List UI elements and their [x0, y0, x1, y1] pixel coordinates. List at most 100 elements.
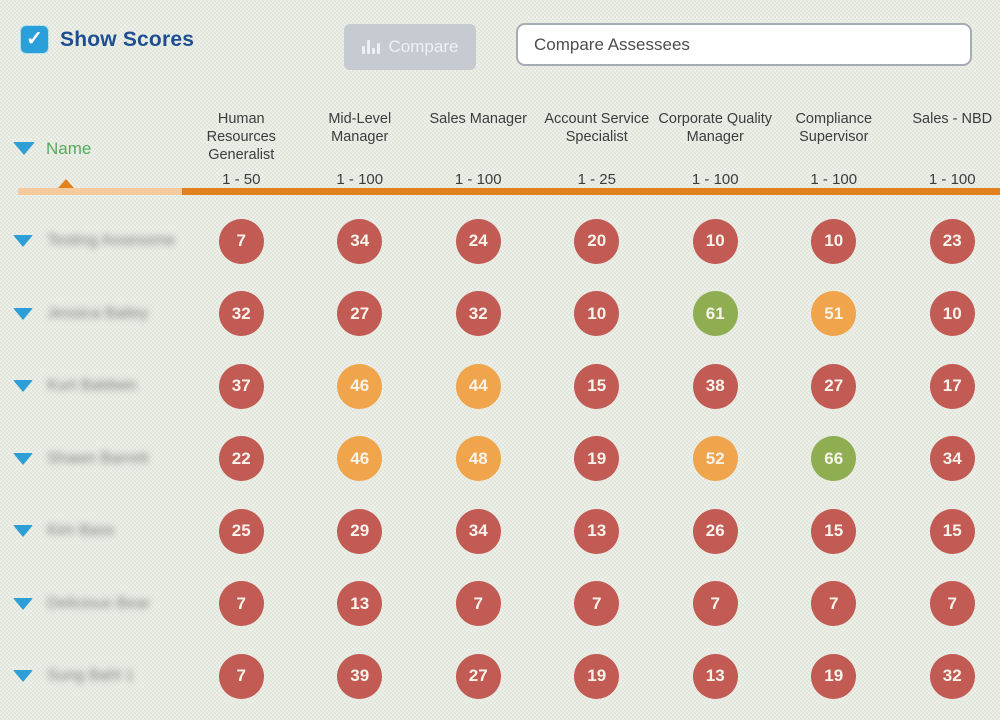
score-badge[interactable]: 61	[692, 291, 738, 337]
show-scores-checkbox[interactable]: ✓	[21, 26, 48, 53]
score-badge[interactable]: 7	[811, 581, 857, 627]
column-header[interactable]: Mid-Level Manager 1 - 100	[301, 100, 420, 188]
score-badge[interactable]: 29	[337, 508, 383, 554]
score-badge[interactable]: 37	[218, 363, 264, 409]
expand-row-arrow-icon[interactable]	[13, 235, 33, 248]
score-badge[interactable]: 19	[574, 653, 620, 699]
assessee-name-cell[interactable]: Shawn Barrett	[0, 450, 182, 468]
score-badge[interactable]: 48	[455, 436, 501, 482]
expand-row-arrow-icon[interactable]	[13, 307, 33, 320]
score-badge[interactable]: 27	[337, 291, 383, 337]
assessee-name-cell[interactable]: Sung Bahl 1	[0, 667, 182, 685]
score-badge[interactable]: 7	[929, 581, 975, 627]
score-cell: 44	[419, 363, 538, 409]
score-badge[interactable]: 23	[929, 218, 975, 264]
score-badge[interactable]: 13	[692, 653, 738, 699]
expand-row-arrow-icon[interactable]	[13, 597, 33, 610]
score-cell: 34	[419, 508, 538, 554]
score-badge[interactable]: 7	[218, 218, 264, 264]
assessee-name-cell[interactable]: Kurt Baldwin	[0, 377, 182, 395]
assessee-name-cell[interactable]: Jessica Bailey	[0, 305, 182, 323]
score-badge[interactable]: 15	[811, 508, 857, 554]
score-badge[interactable]: 52	[692, 436, 738, 482]
score-cell: 32	[893, 653, 1000, 699]
score-badge[interactable]: 13	[337, 581, 383, 627]
column-header[interactable]: Sales - NBD 1 - 100	[893, 100, 1000, 188]
score-cell: 32	[182, 291, 301, 337]
score-badge[interactable]: 44	[455, 363, 501, 409]
expand-row-arrow-icon[interactable]	[13, 525, 33, 538]
column-header[interactable]: Sales Manager 1 - 100	[419, 100, 538, 188]
score-badge[interactable]: 19	[574, 436, 620, 482]
assessee-name-cell[interactable]: Testing Assessme...	[0, 232, 182, 250]
name-header-label[interactable]: Name	[46, 139, 92, 158]
score-badge[interactable]: 46	[337, 363, 383, 409]
score-badge[interactable]: 15	[574, 363, 620, 409]
score-badge[interactable]: 10	[574, 291, 620, 337]
assessee-name-cell[interactable]: Kim Bass	[0, 522, 182, 540]
score-cell: 25	[182, 508, 301, 554]
column-label: Mid-Level Manager	[328, 111, 392, 146]
score-cell: 27	[775, 363, 894, 409]
score-badge[interactable]: 13	[574, 508, 620, 554]
score-badge[interactable]: 26	[692, 508, 738, 554]
score-cell: 34	[893, 436, 1000, 482]
score-badge[interactable]: 32	[929, 653, 975, 699]
score-badge[interactable]: 27	[455, 653, 501, 699]
name-column-header[interactable]: Name	[0, 100, 182, 188]
score-cell: 7	[538, 581, 657, 627]
expand-row-arrow-icon[interactable]	[13, 380, 33, 393]
assessee-name-cell[interactable]: Delicious Bear	[0, 595, 182, 613]
score-cell: 15	[893, 508, 1000, 554]
compare-button[interactable]: Compare	[344, 24, 476, 70]
score-badge[interactable]: 34	[337, 218, 383, 264]
sort-indicator-bar	[18, 179, 1000, 195]
score-badge[interactable]: 51	[811, 291, 857, 337]
score-cell: 66	[775, 436, 894, 482]
score-badge[interactable]: 10	[929, 291, 975, 337]
score-badge[interactable]: 32	[455, 291, 501, 337]
column-header[interactable]: Account Service Specialist 1 - 25	[538, 100, 657, 188]
score-badge[interactable]: 7	[574, 581, 620, 627]
score-badge[interactable]: 15	[929, 508, 975, 554]
score-badge[interactable]: 34	[455, 508, 501, 554]
score-badge[interactable]: 7	[218, 653, 264, 699]
score-badge[interactable]: 19	[811, 653, 857, 699]
score-badge[interactable]: 24	[455, 218, 501, 264]
sort-arrow-down-icon[interactable]	[13, 142, 35, 155]
compare-assessees-input[interactable]	[516, 23, 972, 66]
column-score-range: 1 - 50	[222, 171, 261, 188]
assessee-name: Kurt Baldwin	[47, 377, 137, 395]
column-header[interactable]: Corporate Quality Manager 1 - 100	[656, 100, 775, 188]
score-badge[interactable]: 66	[811, 436, 857, 482]
score-badge[interactable]: 32	[218, 291, 264, 337]
score-badge[interactable]: 46	[337, 436, 383, 482]
column-header[interactable]: Human Resources Generalist 1 - 50	[182, 100, 301, 188]
score-badge[interactable]: 7	[692, 581, 738, 627]
column-header[interactable]: Compliance Supervisor 1 - 100	[775, 100, 894, 188]
score-badge[interactable]: 10	[811, 218, 857, 264]
score-badge[interactable]: 7	[218, 581, 264, 627]
score-badge[interactable]: 10	[692, 218, 738, 264]
score-badge[interactable]: 27	[811, 363, 857, 409]
score-badge[interactable]: 22	[218, 436, 264, 482]
score-badge[interactable]: 38	[692, 363, 738, 409]
score-badge[interactable]: 20	[574, 218, 620, 264]
score-cell: 7	[182, 653, 301, 699]
score-badge[interactable]: 7	[455, 581, 501, 627]
score-cell: 27	[301, 291, 420, 337]
expand-row-arrow-icon[interactable]	[13, 670, 33, 683]
score-badge[interactable]: 34	[929, 436, 975, 482]
assessee-name: Shawn Barrett	[47, 449, 149, 467]
sort-position-triangle-icon	[58, 179, 74, 188]
score-badge[interactable]: 39	[337, 653, 383, 699]
score-badge[interactable]: 25	[218, 508, 264, 554]
toolbar: ✓ Show Scores Compare	[0, 0, 1000, 95]
expand-row-arrow-icon[interactable]	[13, 452, 33, 465]
show-scores-label: Show Scores	[60, 27, 195, 51]
column-headers: Human Resources Generalist 1 - 50 Mid-Le…	[182, 100, 1000, 188]
score-badge[interactable]: 17	[929, 363, 975, 409]
show-scores-toggle[interactable]: ✓ Show Scores	[21, 26, 194, 53]
score-cell: 17	[893, 363, 1000, 409]
table-row: Kurt Baldwin 37 46 44 15 38 27 17	[0, 350, 1000, 423]
